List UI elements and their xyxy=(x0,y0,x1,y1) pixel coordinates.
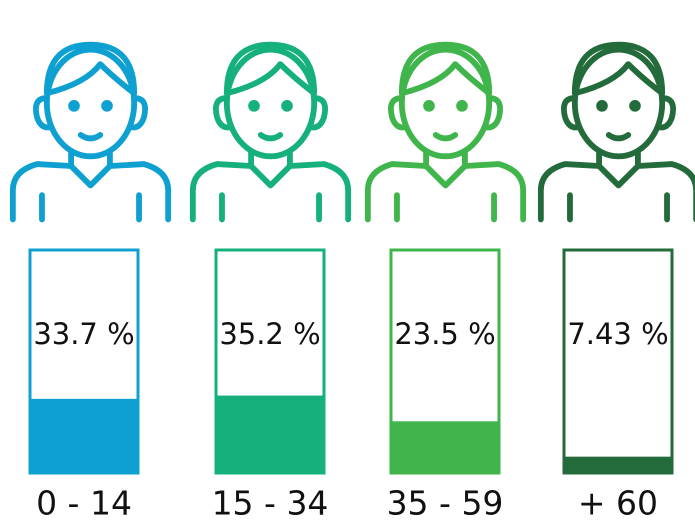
bar xyxy=(564,457,672,473)
youth-icon xyxy=(193,45,348,220)
bar xyxy=(391,421,499,473)
icons xyxy=(13,45,695,220)
child-icon xyxy=(13,45,168,220)
category-label: + 60 xyxy=(578,484,658,522)
value-label: 33.7 % xyxy=(33,317,134,351)
value-label: 35.2 % xyxy=(219,317,320,351)
bars: 33.7 % 0 - 14 35.2 % 15 - 34 23.5 % 35 - 59 7.… xyxy=(30,250,672,522)
bar xyxy=(216,396,324,473)
value-label: 7.43 % xyxy=(567,317,668,351)
value-label: 23.5 % xyxy=(394,317,495,351)
woman-icon xyxy=(368,45,523,220)
elder-icon xyxy=(541,45,695,220)
category-label: 35 - 59 xyxy=(387,484,504,522)
infographic: 33.7 % 0 - 14 35.2 % 15 - 34 23.5 % 35 - 59 7.… xyxy=(0,0,695,522)
bar-frame xyxy=(564,250,672,473)
category-label: 15 - 34 xyxy=(212,484,329,522)
bar xyxy=(30,399,138,473)
category-label: 0 - 14 xyxy=(36,484,132,522)
